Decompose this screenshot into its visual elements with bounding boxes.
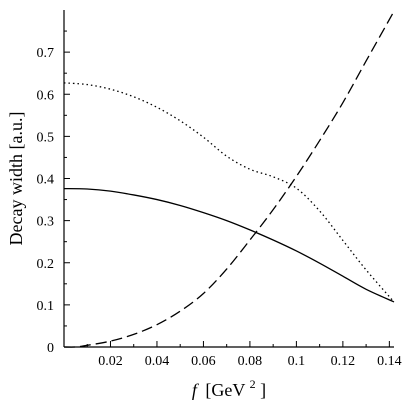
y-tick-label: 0.3 [37,215,55,230]
x-tick-label: 0.02 [98,354,123,369]
x-axis-title-close: ] [260,380,266,400]
x-tick-label: 0.14 [377,354,402,369]
series-layer [63,10,395,348]
x-axis-title: f [GeV 2 ] [192,372,266,400]
x-axis-title-variable: f [192,380,200,400]
y-tick-label: 0 [47,341,54,356]
series-line-dashed [63,10,395,348]
x-ticks: 0.02 0.04 0.06 0.08 0.1 0.12 0.14 [86,341,402,369]
x-axis-title-superscript: 2 [250,377,256,391]
x-tick-label: 0.06 [191,354,216,369]
series-line-solid [63,187,395,303]
y-tick-label: 0.6 [37,88,55,103]
x-tick-label: 0.04 [145,354,170,369]
series-line-dotted [63,82,395,303]
x-tick-label: 0.08 [238,354,263,369]
y-tick-label: 0.4 [37,173,55,188]
y-axis-title: Decay width [a.u.] [6,112,26,246]
y-tick-label: 0.5 [37,130,55,145]
y-tick-label: 0.7 [37,46,55,61]
x-tick-label: 0.12 [331,354,356,369]
x-tick-label: 0.1 [288,354,306,369]
y-ticks: 0 0.1 0.2 0.3 0.4 0.5 0.6 0.7 [37,30,70,356]
x-axis-title-unit: [GeV [205,380,245,400]
y-tick-label: 0.2 [37,257,55,272]
y-tick-label: 0.1 [37,299,55,314]
